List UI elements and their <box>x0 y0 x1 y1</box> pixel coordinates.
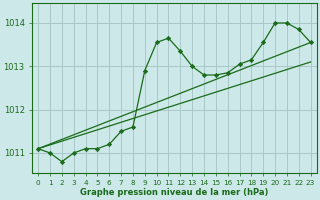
X-axis label: Graphe pression niveau de la mer (hPa): Graphe pression niveau de la mer (hPa) <box>80 188 268 197</box>
